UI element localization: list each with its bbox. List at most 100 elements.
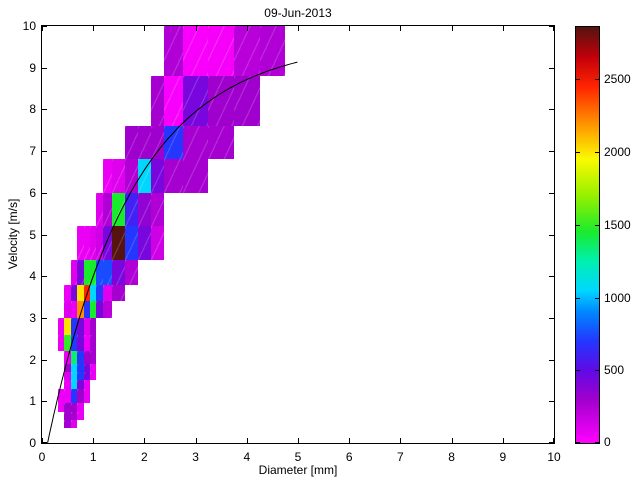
heatmap-cell	[259, 26, 286, 76]
heatmap-cell	[77, 380, 84, 389]
heatmap-cell	[102, 159, 113, 193]
heatmap-cell	[83, 301, 90, 318]
y-tick-label: 10	[22, 19, 36, 33]
heatmap-cell	[102, 226, 113, 260]
colorbar-tick-label: 1000	[604, 290, 631, 305]
heatmap-cell	[102, 259, 113, 285]
colorbar-tick-label: 500	[604, 363, 625, 378]
heatmap-cell	[70, 420, 78, 429]
heatmap-cell	[77, 259, 84, 285]
axis-tick	[247, 438, 248, 443]
heatmap-cell	[58, 403, 65, 412]
axis-tick	[549, 401, 554, 402]
axis-tick	[42, 235, 47, 236]
axis-tick	[549, 193, 554, 194]
y-tick-label: 0	[29, 436, 36, 450]
heatmap-cell	[138, 159, 151, 193]
heatmap-cell	[77, 301, 84, 318]
axis-tick	[144, 26, 145, 31]
heatmap-cell	[90, 334, 97, 352]
y-axis-label: Velocity [m/s]	[6, 198, 20, 270]
heatmap-cell	[83, 351, 90, 364]
heatmap-cell	[64, 317, 71, 335]
heatmap-cell	[77, 226, 84, 260]
heatmap-cell	[83, 380, 90, 389]
heatmap-cell	[138, 126, 151, 160]
heatmap-cell	[138, 192, 151, 227]
colorbar-tick	[576, 370, 580, 372]
heatmap-cell	[58, 388, 65, 404]
heatmap-cell	[58, 334, 65, 352]
heatmap-cell	[64, 411, 71, 420]
heatmap-cell	[70, 334, 78, 352]
heatmap-cell	[64, 334, 71, 352]
colorbar-tick-label: 2000	[604, 145, 631, 160]
heatmap-cell	[112, 259, 126, 285]
heatmap-cell	[77, 317, 84, 335]
axis-tick	[549, 68, 554, 69]
heatmap	[42, 26, 554, 443]
y-tick-label: 7	[29, 144, 36, 159]
x-tick-label: 4	[243, 450, 251, 464]
plot-area	[41, 25, 555, 444]
fit-curve	[47, 61, 298, 443]
axis-tick	[549, 235, 554, 236]
x-tick-label: 9	[499, 450, 507, 464]
axis-tick	[298, 26, 299, 31]
colorbar-tick-label: 2500	[604, 72, 631, 87]
heatmap-cell	[208, 126, 234, 160]
axis-tick	[452, 26, 453, 31]
heatmap-cell	[83, 372, 90, 381]
axis-tick	[42, 68, 47, 69]
heatmap-cell	[83, 317, 90, 335]
x-tick-label: 7	[397, 450, 404, 464]
y-tick-label: 4	[29, 269, 36, 284]
axis-tick	[503, 26, 504, 31]
heatmap-cell	[125, 126, 138, 160]
heatmap-cell	[182, 26, 209, 76]
axis-tick	[349, 438, 350, 443]
axis-tick	[42, 401, 47, 402]
axis-tick	[93, 438, 94, 443]
axis-tick	[196, 26, 197, 31]
colorbar-tick	[595, 297, 599, 299]
axis-tick	[349, 26, 350, 31]
heatmap-cell	[64, 388, 71, 404]
colorbar-tick	[576, 224, 580, 226]
colorbar-tick	[576, 79, 580, 81]
heatmap-cell	[64, 420, 71, 429]
heatmap-cell	[163, 159, 183, 193]
colorbar-tick-label: 1500	[604, 217, 631, 232]
axis-tick	[42, 26, 47, 27]
y-tick-label: 6	[29, 185, 36, 200]
axis-tick	[42, 318, 47, 319]
heatmap-cell	[182, 159, 209, 193]
y-tick-label: 9	[29, 60, 36, 75]
axis-tick	[549, 442, 554, 443]
x-tick-label: 3	[192, 450, 199, 464]
heatmap-cell	[163, 76, 183, 126]
heatmap-cell	[234, 76, 260, 126]
heatmap-cell	[77, 372, 84, 381]
heatmap-cell	[83, 388, 90, 404]
heatmap-cell	[70, 317, 78, 335]
colorbar-tick	[595, 442, 599, 443]
heatmap-cell	[70, 380, 78, 389]
heatmap-cell	[96, 226, 103, 260]
heatmap-cell	[150, 226, 164, 260]
heatmap-cell	[64, 403, 71, 412]
heatmap-cell	[150, 76, 164, 126]
axis-tick	[42, 360, 47, 361]
colorbar-tick	[576, 297, 580, 299]
heatmap-cell	[208, 76, 234, 126]
y-tick-label: 1	[29, 394, 36, 409]
heatmap-cell	[70, 388, 78, 404]
heatmap-cell	[70, 403, 78, 412]
plot-title: 09-Jun-2013	[264, 6, 332, 20]
axis-tick	[93, 26, 94, 31]
heatmap-cell	[234, 26, 260, 76]
heatmap-cell	[112, 159, 126, 193]
heatmap-cell	[77, 411, 84, 420]
heatmap-cell	[58, 317, 65, 335]
